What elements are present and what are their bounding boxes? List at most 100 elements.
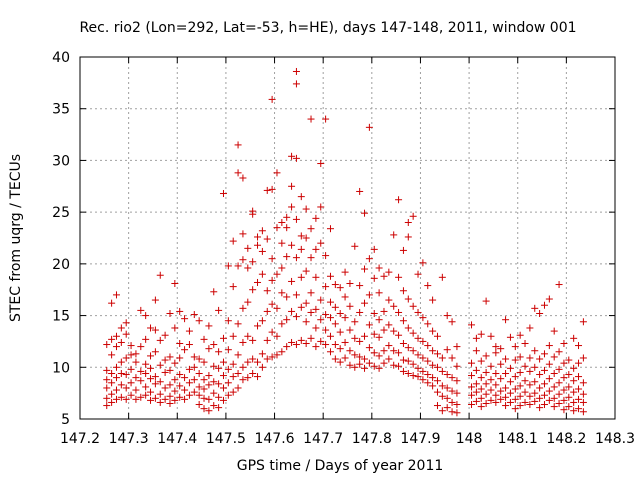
data-point <box>249 336 257 344</box>
data-point <box>283 316 291 324</box>
data-point <box>331 303 339 311</box>
data-point <box>433 377 441 385</box>
data-point <box>234 262 242 270</box>
data-point <box>142 312 150 320</box>
data-point <box>234 320 242 328</box>
data-point <box>219 358 227 366</box>
data-point <box>531 363 539 371</box>
data-point <box>108 390 116 398</box>
data-point <box>346 326 354 334</box>
data-point <box>570 377 578 385</box>
grid <box>80 57 615 419</box>
data-point <box>526 324 534 332</box>
data-point <box>433 388 441 396</box>
data-point <box>112 374 120 382</box>
data-point <box>200 385 208 393</box>
data-point <box>234 169 242 177</box>
data-point <box>409 360 417 368</box>
data-point <box>404 218 412 226</box>
data-point <box>419 337 427 345</box>
data-point <box>497 360 505 368</box>
data-point <box>288 203 296 211</box>
data-point <box>151 348 159 356</box>
data-point <box>132 358 140 366</box>
data-point <box>273 351 281 359</box>
data-point <box>108 299 116 307</box>
data-point <box>288 307 296 315</box>
data-point <box>278 320 286 328</box>
data-point <box>326 272 334 280</box>
data-point <box>472 380 480 388</box>
data-point <box>487 396 495 404</box>
data-point <box>219 396 227 404</box>
data-point <box>244 264 252 272</box>
data-point <box>224 391 232 399</box>
data-point <box>560 374 568 382</box>
data-point <box>409 329 417 337</box>
data-point <box>171 359 179 367</box>
data-point <box>390 231 398 239</box>
data-point <box>404 357 412 365</box>
data-point <box>244 244 252 252</box>
data-point <box>380 307 388 315</box>
data-point <box>380 359 388 367</box>
data-point <box>579 379 587 387</box>
data-point <box>127 351 135 359</box>
data-point <box>195 401 203 409</box>
data-point <box>171 324 179 332</box>
data-point <box>288 241 296 249</box>
data-point <box>331 355 339 363</box>
data-point <box>317 239 325 247</box>
data-point <box>156 390 164 398</box>
data-point <box>200 405 208 413</box>
data-point <box>399 317 407 325</box>
data-point <box>492 349 500 357</box>
data-point <box>249 286 257 294</box>
y-tick-label: 40 <box>52 50 70 66</box>
data-point <box>161 331 169 339</box>
data-point <box>176 307 184 315</box>
data-point <box>239 338 247 346</box>
data-point <box>244 332 252 340</box>
data-point <box>511 385 519 393</box>
data-point <box>200 335 208 343</box>
data-point <box>404 295 412 303</box>
data-point <box>239 230 247 238</box>
data-point <box>560 339 568 347</box>
data-point <box>273 270 281 278</box>
data-point <box>161 395 169 403</box>
data-point <box>108 351 116 359</box>
data-point <box>492 343 500 351</box>
data-point <box>142 391 150 399</box>
data-point <box>239 256 247 264</box>
data-point <box>331 281 339 289</box>
data-point <box>195 317 203 325</box>
data-point <box>297 245 305 253</box>
data-point <box>545 342 553 350</box>
data-point <box>516 402 524 410</box>
data-point <box>351 351 359 359</box>
data-point <box>429 361 437 369</box>
data-point <box>385 268 393 276</box>
data-point <box>429 374 437 382</box>
data-point <box>540 301 548 309</box>
data-point <box>370 310 378 318</box>
data-point <box>448 374 456 382</box>
data-point <box>288 277 296 285</box>
data-point <box>122 319 130 327</box>
data-point <box>511 405 519 413</box>
data-point <box>117 358 125 366</box>
data-point <box>171 396 179 404</box>
data-point <box>575 395 583 403</box>
data-point <box>424 320 432 328</box>
data-point <box>210 362 218 370</box>
data-point <box>365 123 373 131</box>
data-point <box>142 360 150 368</box>
x-tick-label: 148.2 <box>546 431 586 447</box>
data-point <box>356 337 364 345</box>
data-point <box>224 365 232 373</box>
data-point <box>414 270 422 278</box>
data-point <box>161 356 169 364</box>
data-point <box>205 345 213 353</box>
data-point <box>322 326 330 334</box>
